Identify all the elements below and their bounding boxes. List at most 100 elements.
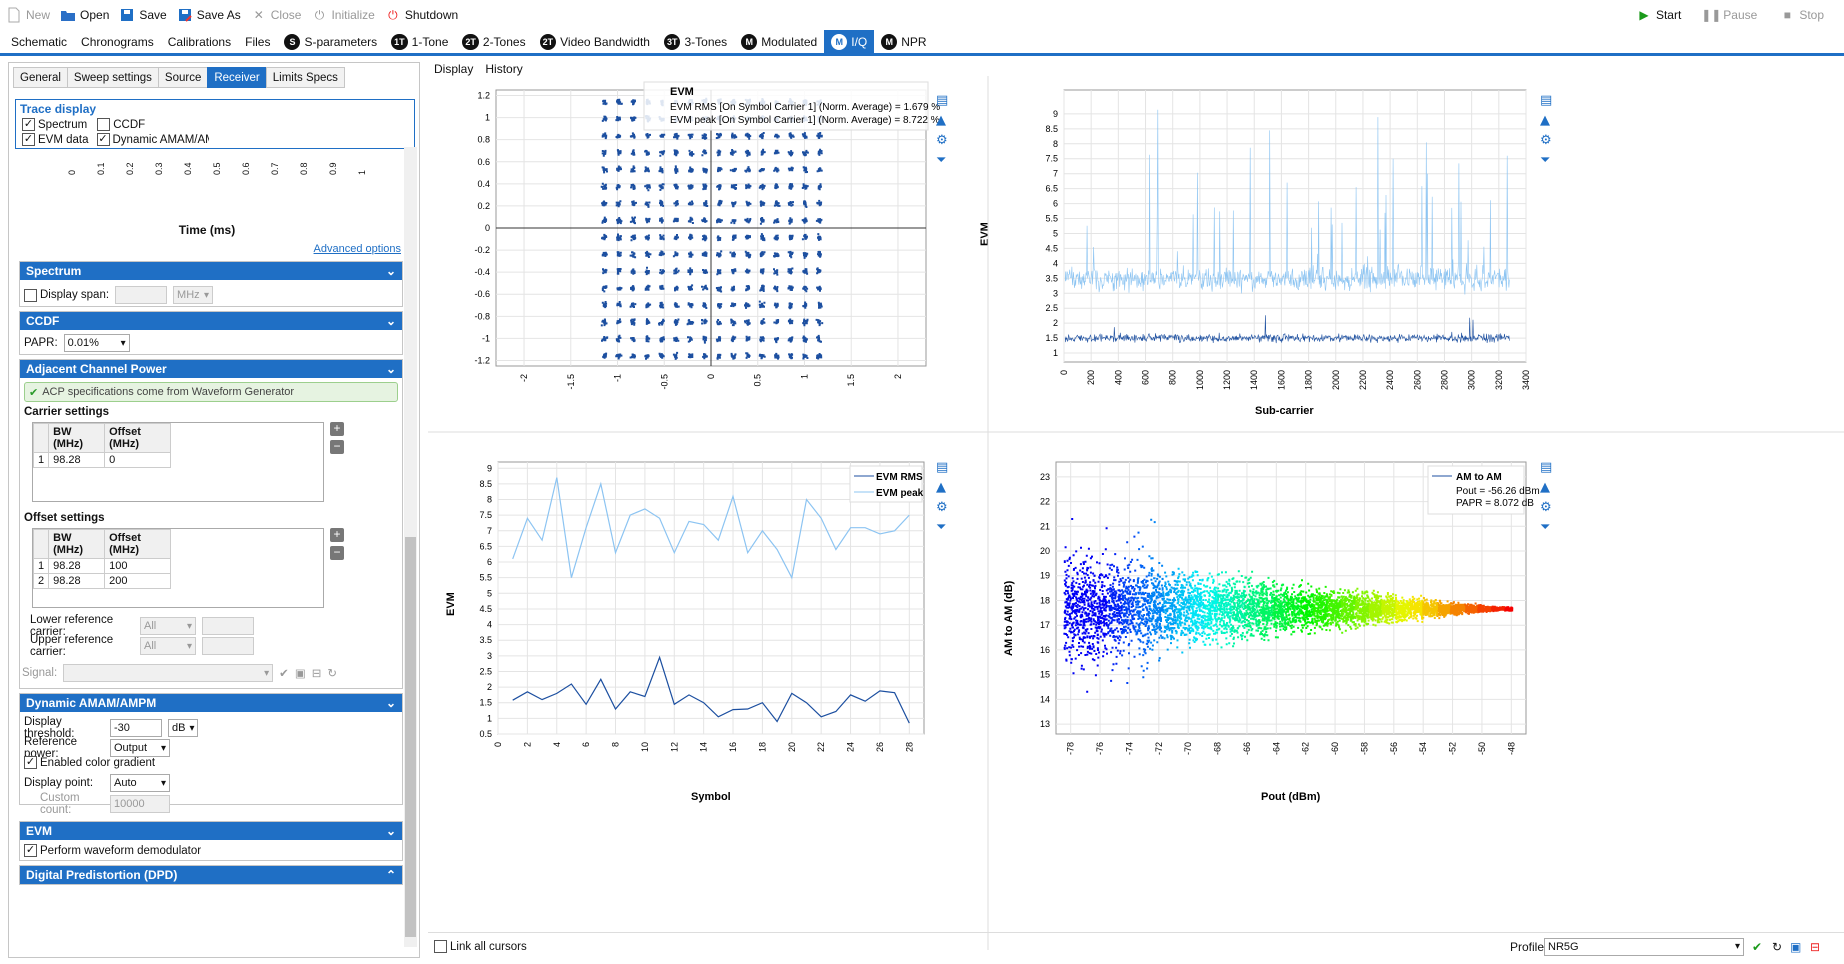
- link-cursors-checkbox[interactable]: Link all cursors: [434, 940, 527, 953]
- add-offset-icon[interactable]: +: [330, 528, 344, 542]
- evm-data-checkbox[interactable]: ✓ EVM data: [22, 133, 89, 146]
- amam-points: [1381, 592, 1397, 625]
- evm-peak-line: [512, 477, 910, 580]
- subtab-limits-specs[interactable]: Limits Specs: [265, 67, 345, 88]
- scrollbar-thumb[interactable]: [405, 537, 416, 937]
- settings-scrollbar[interactable]: [404, 147, 417, 947]
- view-tab-history[interactable]: History: [485, 62, 523, 76]
- advanced-options-link[interactable]: Advanced options: [313, 243, 401, 255]
- table-row[interactable]: 1 98.28 100: [32, 558, 172, 574]
- display-point-select[interactable]: Auto: [110, 774, 170, 792]
- tab-calibrations[interactable]: Calibrations: [161, 30, 238, 53]
- start-button[interactable]: ▶ Start: [1636, 3, 1681, 27]
- tab-3-tones[interactable]: 3T 3-Tones: [657, 30, 734, 53]
- tab-1-tone[interactable]: 1T 1-Tone: [384, 30, 455, 53]
- upper-ref-select[interactable]: All: [140, 637, 196, 655]
- spectrum-checkbox[interactable]: ✓ Spectrum: [22, 118, 87, 131]
- tab-chronograms[interactable]: Chronograms: [74, 30, 161, 53]
- remove-offset-icon[interactable]: −: [330, 546, 344, 560]
- custom-count-input[interactable]: 10000: [110, 795, 170, 813]
- tab-s-parameters[interactable]: S S-parameters: [277, 30, 384, 53]
- save-as-button[interactable]: Save As: [177, 3, 241, 27]
- subtab-general[interactable]: General: [13, 67, 68, 88]
- initialize-button[interactable]: ⏻ Initialize: [311, 3, 375, 27]
- color-gradient-checkbox[interactable]: ✓ Enabled color gradient: [24, 756, 155, 769]
- stop-button[interactable]: ■ Stop: [1779, 3, 1824, 27]
- remove-carrier-icon[interactable]: −: [330, 440, 344, 454]
- evm-header[interactable]: EVM ⌄: [20, 822, 402, 840]
- check-icon[interactable]: ✔: [279, 668, 289, 680]
- offset-cell[interactable]: 0: [104, 452, 172, 468]
- y-tick-label: 2: [487, 682, 492, 692]
- x-tick-label: 2400: [1385, 370, 1395, 390]
- x-tick-label: 2600: [1412, 370, 1422, 390]
- refresh-icon[interactable]: ↻: [1772, 939, 1783, 954]
- settings-icon: ⚙: [936, 500, 948, 515]
- lower-ref-select[interactable]: All: [140, 617, 196, 635]
- threshold-input[interactable]: -30: [110, 719, 162, 737]
- profile-select[interactable]: NR5G: [1544, 937, 1744, 956]
- upper-ref-input[interactable]: [202, 637, 254, 655]
- subtab-receiver[interactable]: Receiver: [207, 67, 267, 88]
- y-tick-label: 6: [487, 557, 492, 567]
- refresh-icon[interactable]: ↻: [327, 668, 337, 680]
- tab-files[interactable]: Files: [238, 30, 277, 53]
- tab-modulated[interactable]: M Modulated: [734, 30, 824, 53]
- amam-points: [1257, 576, 1274, 642]
- save-icon[interactable]: ▣: [294, 668, 306, 680]
- display-span-input[interactable]: [115, 286, 168, 304]
- lower-ref-input[interactable]: [202, 617, 254, 635]
- bw-cell[interactable]: 98.28: [48, 573, 106, 589]
- amam-points: [1490, 605, 1507, 613]
- spectrum-header[interactable]: Spectrum ⌄: [20, 262, 402, 280]
- display-span-checkbox[interactable]: Display span:: [24, 288, 109, 302]
- offset-cell[interactable]: 200: [104, 573, 172, 589]
- new-file-icon: [6, 7, 22, 23]
- ccdf-header[interactable]: CCDF ⌄: [20, 312, 402, 330]
- tab-i-q[interactable]: M I/Q: [824, 30, 875, 53]
- dynamic-amam-header[interactable]: Dynamic AMAM/AMPM ⌄: [20, 694, 402, 712]
- signal-select[interactable]: [63, 664, 274, 682]
- save-profile-icon[interactable]: ▣: [1790, 939, 1802, 954]
- y-tick-label: 9: [487, 463, 492, 473]
- threshold-unit-select[interactable]: dB: [168, 719, 198, 737]
- start-label: Start: [1655, 8, 1682, 22]
- subtab-source[interactable]: Source: [157, 67, 209, 88]
- subtab-sweep-settings[interactable]: Sweep settings: [66, 67, 159, 88]
- new-button[interactable]: New: [6, 3, 50, 27]
- demodulator-checkbox[interactable]: ✓ Perform waveform demodulator: [24, 844, 201, 857]
- offset-cell[interactable]: 100: [104, 558, 172, 574]
- display-span-unit-select[interactable]: MHz: [173, 286, 214, 304]
- tab-npr[interactable]: M NPR: [874, 30, 933, 53]
- amam-points: [1271, 579, 1288, 639]
- tab-2-tones[interactable]: 2T 2-Tones: [455, 30, 532, 53]
- dynamic-amam-checkbox[interactable]: ✓Dynamic AMAM/AMPM: [96, 133, 209, 146]
- reference-power-select[interactable]: Output: [110, 739, 170, 757]
- evm-section: EVM ⌄ ✓ Perform waveform demodulator: [19, 821, 403, 861]
- delete-profile-icon[interactable]: ⊟: [1810, 939, 1821, 954]
- ccdf-label: CCDF: [113, 118, 146, 131]
- tab-schematic[interactable]: Schematic: [4, 30, 74, 53]
- bw-cell[interactable]: 98.28: [48, 452, 106, 468]
- open-button[interactable]: Open: [60, 3, 109, 27]
- x-tick-label: 400: [1113, 370, 1123, 385]
- pause-button[interactable]: ❚❚ Pause: [1701, 3, 1757, 27]
- ccdf-checkbox[interactable]: CCDF: [97, 118, 145, 131]
- amam-points: [1285, 583, 1301, 636]
- papr-select[interactable]: 0.01%: [63, 334, 130, 352]
- x-tick-label: 0.5: [753, 374, 763, 387]
- delete-icon[interactable]: ⊟: [311, 668, 322, 680]
- table-row[interactable]: 1 98.28 0: [32, 452, 172, 468]
- table-row[interactable]: 2 98.28 200: [32, 573, 172, 589]
- dpd-header[interactable]: Digital Predistortion (DPD) ⌃: [20, 866, 402, 884]
- add-carrier-icon[interactable]: +: [330, 422, 344, 436]
- close-button[interactable]: ✕ Close: [251, 3, 302, 27]
- bw-cell[interactable]: 98.28: [48, 558, 106, 574]
- apply-check-icon[interactable]: ✔: [1752, 939, 1763, 954]
- save-button[interactable]: Save: [119, 3, 167, 27]
- shutdown-button[interactable]: ⏻ Shutdown: [385, 3, 458, 27]
- x-tick-label: -64: [1271, 742, 1281, 755]
- view-tab-display[interactable]: Display: [434, 62, 474, 76]
- acp-header[interactable]: Adjacent Channel Power ⌄: [20, 360, 402, 378]
- tab-video-bandwidth[interactable]: 2T Video Bandwidth: [533, 30, 657, 53]
